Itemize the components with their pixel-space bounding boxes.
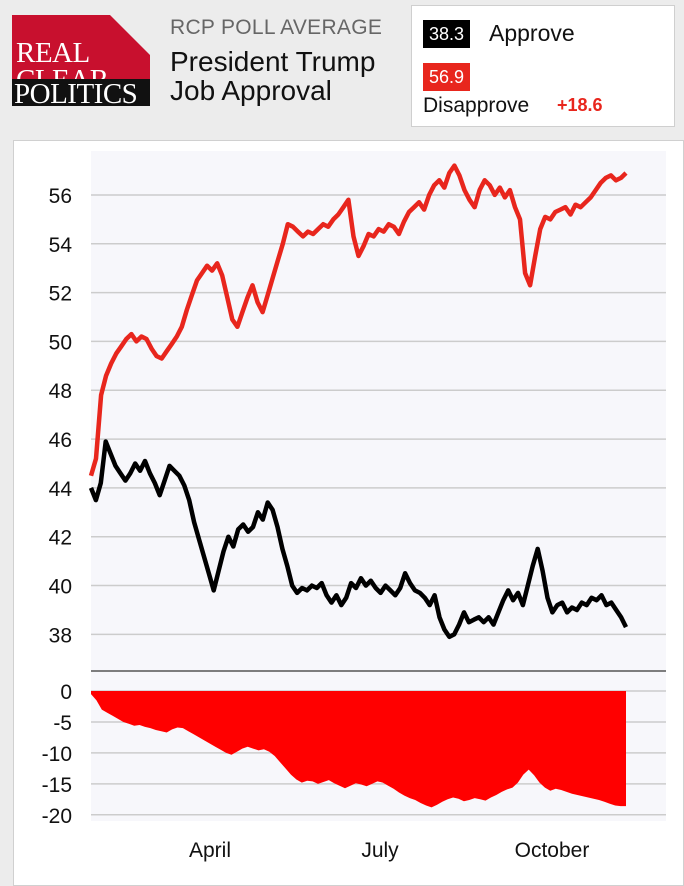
spread-y-tick-label--15: -15 <box>42 774 72 797</box>
spread-value: +18.6 <box>557 95 603 115</box>
y-tick-label-38: 38 <box>49 624 72 647</box>
y-tick-label-42: 42 <box>49 527 72 550</box>
logo-line-3: POLITICS <box>12 79 150 106</box>
spread-y-tick-label-0: 0 <box>60 681 72 704</box>
y-tick-label-54: 54 <box>49 234 73 257</box>
series-line-approve <box>88 439 629 640</box>
page-subtitle: RCP POLL AVERAGE <box>170 16 383 39</box>
legend-box: 38.3 Approve 56.9 Disapprove +18.6 <box>411 5 675 127</box>
spread-y-tick-label--10: -10 <box>42 743 72 766</box>
y-tick-label-44: 44 <box>49 478 73 501</box>
page-title: President Trump Job Approval <box>170 46 376 106</box>
rcp-logo: REAL CLEAR POLITICS <box>12 15 150 106</box>
y-tick-label-40: 40 <box>49 576 72 599</box>
y-tick-label-48: 48 <box>49 380 72 403</box>
disapprove-value-badge: 56.9 <box>423 63 471 91</box>
y-tick-label-46: 46 <box>49 429 72 452</box>
spread-area <box>91 691 626 808</box>
x-tick-label-october: October <box>515 839 590 862</box>
x-tick-label-april: April <box>189 839 231 862</box>
y-tick-label-50: 50 <box>49 331 72 354</box>
spread-y-tick-label--20: -20 <box>42 805 72 828</box>
approve-value-badge: 38.3 <box>423 20 471 48</box>
series-line-disapprove <box>88 163 628 477</box>
y-tick-label-52: 52 <box>49 283 72 306</box>
disapprove-label: Disapprove <box>423 94 530 117</box>
approval-chart: 38 40 42 44 46 48 50 52 54 56 0 -5 -10 -15 -20 April Jul… <box>42 151 666 862</box>
approve-label: Approve <box>489 20 575 46</box>
logo-corner-fold <box>110 15 150 55</box>
logo-line-1: REAL <box>16 37 90 69</box>
spread-y-tick-label--5: -5 <box>53 712 72 735</box>
x-tick-label-july: July <box>361 839 399 862</box>
y-tick-label-56: 56 <box>49 185 72 208</box>
chart-panel: 38 40 42 44 46 48 50 52 54 56 0 -5 -10 -15 -20 April Jul… <box>13 140 684 886</box>
